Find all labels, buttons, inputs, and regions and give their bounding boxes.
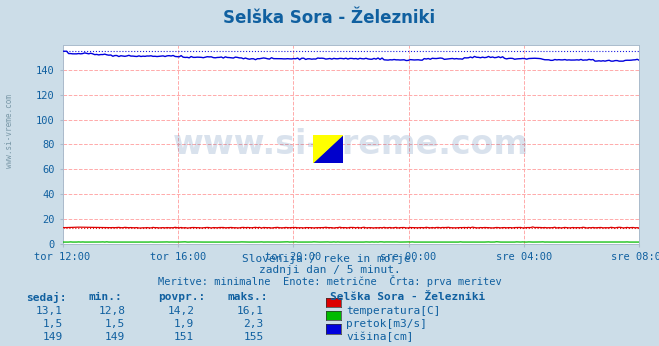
Bar — [328, 135, 343, 149]
Polygon shape — [313, 135, 343, 163]
Text: Slovenija / reke in morje.: Slovenija / reke in morje. — [242, 254, 417, 264]
Text: Selška Sora - Železniki: Selška Sora - Železniki — [330, 292, 485, 302]
Text: Meritve: minimalne  Enote: metrične  Črta: prva meritev: Meritve: minimalne Enote: metrične Črta:… — [158, 275, 501, 287]
Text: 1,5: 1,5 — [105, 319, 125, 329]
Bar — [328, 149, 343, 163]
Text: 13,1: 13,1 — [36, 306, 63, 316]
Text: min.:: min.: — [89, 292, 123, 302]
Text: 12,8: 12,8 — [98, 306, 125, 316]
Polygon shape — [313, 135, 343, 163]
Bar — [313, 135, 328, 149]
Text: 149: 149 — [42, 332, 63, 342]
Text: 155: 155 — [243, 332, 264, 342]
Text: pretok[m3/s]: pretok[m3/s] — [346, 319, 427, 329]
Text: sedaj:: sedaj: — [26, 292, 67, 303]
Polygon shape — [313, 135, 343, 163]
Text: 14,2: 14,2 — [167, 306, 194, 316]
Text: www.si-vreme.com: www.si-vreme.com — [173, 128, 529, 161]
Text: 1,5: 1,5 — [42, 319, 63, 329]
Text: Selška Sora - Železniki: Selška Sora - Železniki — [223, 9, 436, 27]
Text: maks.:: maks.: — [227, 292, 268, 302]
Text: 16,1: 16,1 — [237, 306, 264, 316]
Text: 1,9: 1,9 — [174, 319, 194, 329]
Text: 149: 149 — [105, 332, 125, 342]
Text: višina[cm]: višina[cm] — [346, 332, 413, 342]
Text: povpr.:: povpr.: — [158, 292, 206, 302]
Text: temperatura[C]: temperatura[C] — [346, 306, 440, 316]
Text: www.si-vreme.com: www.si-vreme.com — [5, 94, 14, 169]
Text: zadnji dan / 5 minut.: zadnji dan / 5 minut. — [258, 265, 401, 275]
Text: 151: 151 — [174, 332, 194, 342]
Text: 2,3: 2,3 — [243, 319, 264, 329]
